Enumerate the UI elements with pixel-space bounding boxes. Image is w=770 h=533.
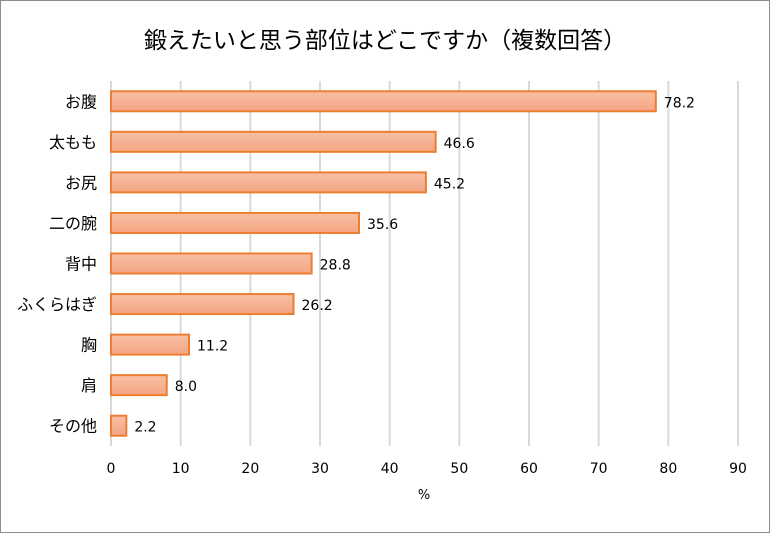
x-tick-label: 80 — [659, 461, 677, 477]
x-tick-label: 30 — [311, 461, 329, 477]
data-label: 35.6 — [367, 217, 398, 233]
category-label: 太もも — [49, 133, 97, 152]
x-tick-label: 90 — [729, 461, 747, 477]
data-label: 45.2 — [434, 176, 465, 192]
x-tick-label: 0 — [107, 461, 116, 477]
data-label: 46.6 — [444, 136, 475, 152]
category-label: お腹 — [65, 92, 97, 111]
bar — [110, 211, 361, 234]
bar — [110, 333, 191, 356]
x-tick-label: 50 — [450, 461, 468, 477]
data-label: 26.2 — [302, 298, 333, 314]
bar — [110, 130, 437, 153]
x-axis-label: % — [418, 488, 430, 503]
category-label: 背中 — [65, 255, 97, 274]
category-label: お尻 — [65, 173, 97, 192]
data-label: 78.2 — [664, 95, 695, 111]
data-label: 28.8 — [320, 258, 351, 274]
bar — [110, 374, 168, 397]
data-label: 11.2 — [197, 339, 228, 355]
category-label: 胸 — [81, 336, 97, 355]
x-tick-label: 10 — [172, 461, 190, 477]
x-tick-label: 20 — [241, 461, 259, 477]
data-label: 2.2 — [134, 420, 156, 436]
bar — [110, 252, 313, 275]
bar — [110, 90, 657, 113]
x-tick-label: 70 — [590, 461, 608, 477]
data-label: 8.0 — [175, 379, 197, 395]
bar — [110, 171, 427, 194]
bar — [110, 414, 128, 437]
x-tick-label: 60 — [520, 461, 538, 477]
category-label: 肩 — [81, 376, 97, 395]
category-label: ふくらはぎ — [17, 295, 97, 314]
category-label: その他 — [49, 417, 97, 436]
category-label: 二の腕 — [49, 214, 97, 233]
bar — [110, 293, 295, 316]
chart-title: 鍛えたいと思う部位はどこですか（複数回答） — [143, 28, 627, 54]
x-tick-label: 40 — [381, 461, 399, 477]
